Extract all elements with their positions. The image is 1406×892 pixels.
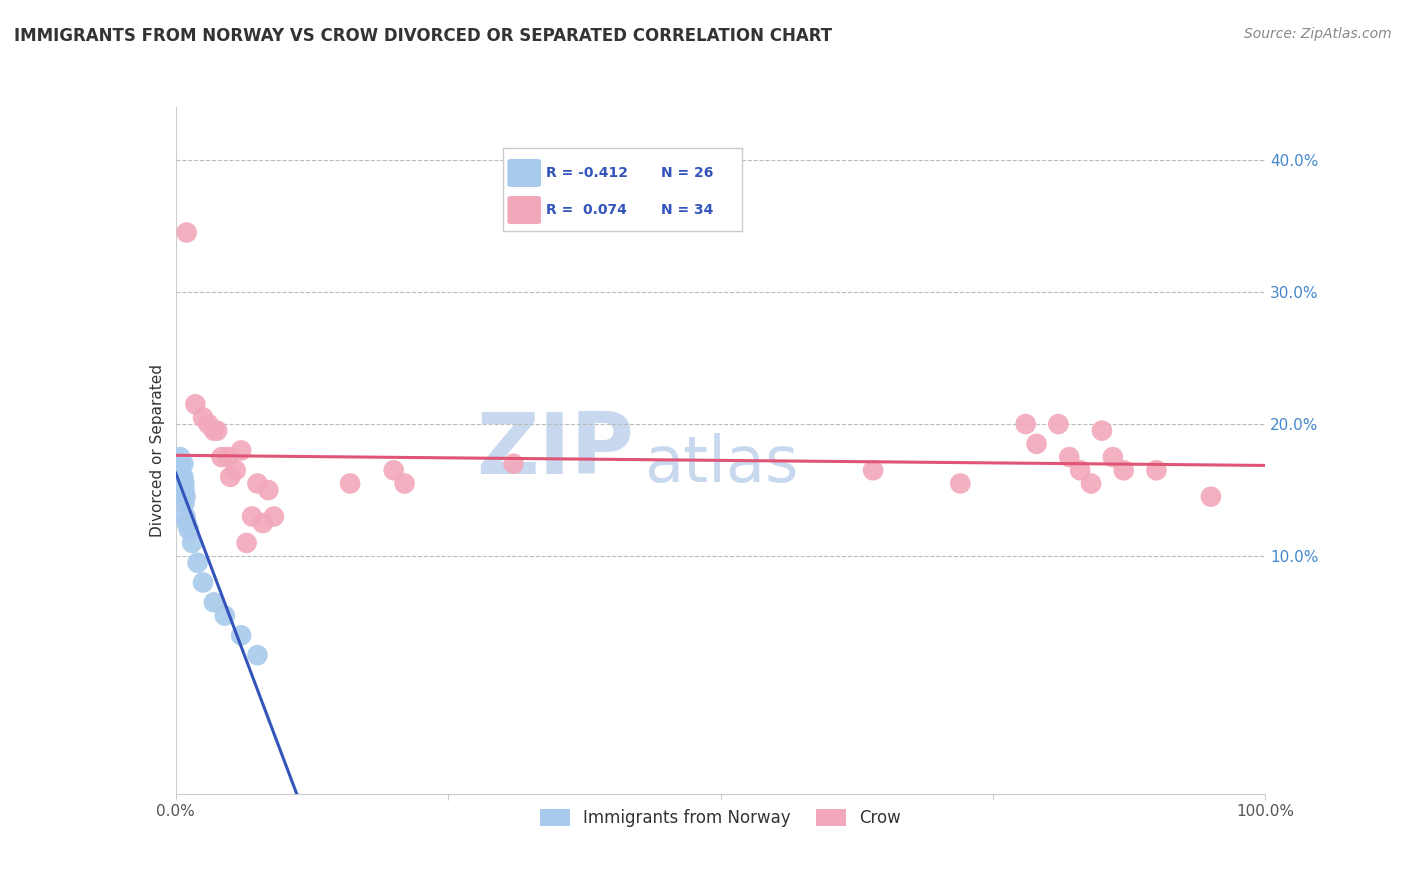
Point — [186, 556, 209, 570]
Text: N = 26: N = 26 — [661, 166, 713, 180]
Point — [382, 463, 405, 477]
Point — [173, 476, 195, 491]
Point — [1144, 463, 1167, 477]
Point — [202, 595, 225, 609]
Point — [191, 575, 214, 590]
Point — [176, 516, 198, 530]
Point — [246, 476, 269, 491]
Y-axis label: Divorced or Separated: Divorced or Separated — [149, 364, 165, 537]
Point — [257, 483, 280, 497]
Point — [862, 463, 884, 477]
Point — [1057, 450, 1080, 464]
Point — [949, 476, 972, 491]
Text: N = 34: N = 34 — [661, 203, 713, 217]
Point — [174, 490, 197, 504]
Text: Source: ZipAtlas.com: Source: ZipAtlas.com — [1244, 27, 1392, 41]
Point — [170, 457, 193, 471]
Point — [172, 483, 194, 497]
Point — [1025, 437, 1047, 451]
Point — [235, 536, 257, 550]
Point — [502, 457, 524, 471]
Point — [246, 648, 269, 663]
Point — [191, 410, 214, 425]
Point — [202, 424, 225, 438]
Text: atlas: atlas — [644, 434, 799, 495]
Text: R = -0.412: R = -0.412 — [546, 166, 628, 180]
Text: R =  0.074: R = 0.074 — [546, 203, 627, 217]
Point — [1080, 476, 1102, 491]
Point — [1199, 490, 1222, 504]
Point — [1069, 463, 1091, 477]
Point — [174, 509, 197, 524]
FancyBboxPatch shape — [508, 159, 541, 187]
Point — [177, 523, 200, 537]
Point — [172, 476, 194, 491]
Point — [172, 470, 194, 484]
Point — [172, 490, 194, 504]
Point — [339, 476, 361, 491]
FancyBboxPatch shape — [508, 196, 541, 224]
Point — [176, 226, 198, 240]
Point — [172, 457, 194, 471]
Point — [225, 463, 247, 477]
Point — [173, 483, 195, 497]
Point — [214, 608, 236, 623]
Point — [184, 397, 207, 411]
Point — [1091, 424, 1114, 438]
Point — [217, 450, 239, 464]
Point — [169, 450, 191, 464]
Point — [252, 516, 274, 530]
Point — [219, 470, 242, 484]
Point — [231, 628, 253, 642]
Point — [205, 424, 228, 438]
Point — [167, 476, 190, 491]
Point — [394, 476, 416, 491]
Point — [173, 496, 195, 510]
Point — [1112, 463, 1135, 477]
Point — [240, 509, 263, 524]
Point — [181, 536, 204, 550]
Point — [1102, 450, 1125, 464]
Point — [172, 470, 194, 484]
Legend: Immigrants from Norway, Crow: Immigrants from Norway, Crow — [533, 802, 908, 834]
Point — [197, 417, 219, 431]
Point — [231, 443, 253, 458]
Point — [1047, 417, 1070, 431]
Point — [170, 470, 193, 484]
Point — [170, 483, 193, 497]
Point — [169, 463, 191, 477]
Point — [1015, 417, 1038, 431]
Text: IMMIGRANTS FROM NORWAY VS CROW DIVORCED OR SEPARATED CORRELATION CHART: IMMIGRANTS FROM NORWAY VS CROW DIVORCED … — [14, 27, 832, 45]
Point — [211, 450, 233, 464]
Text: ZIP: ZIP — [475, 409, 633, 492]
Point — [263, 509, 285, 524]
